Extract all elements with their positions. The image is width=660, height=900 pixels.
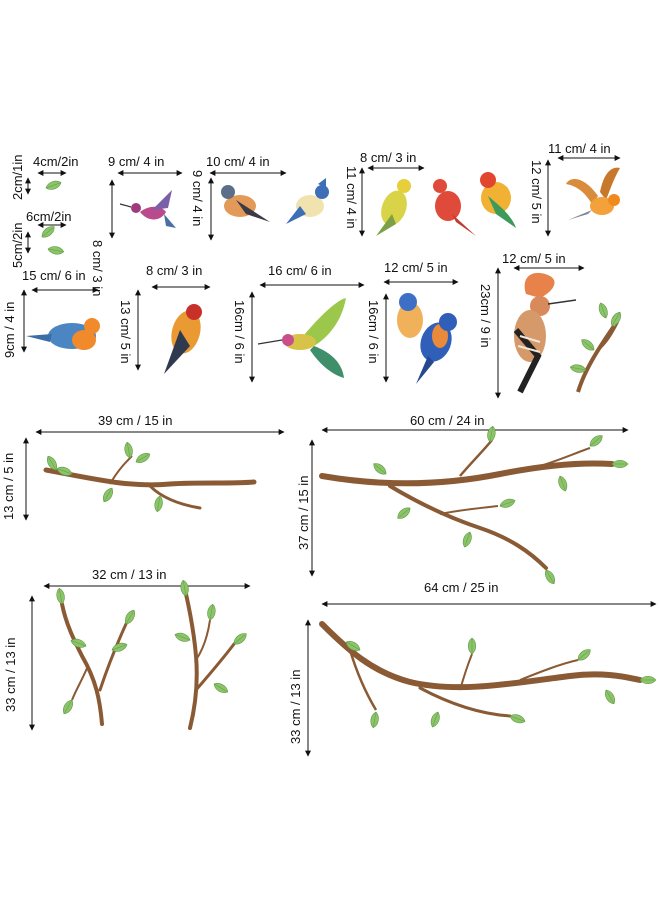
robin-width-label: 15 cm/ 6 in — [22, 268, 86, 283]
branch-3-sticker — [55, 579, 249, 730]
branch-2-height-label: 37 cm / 15 in — [296, 475, 311, 550]
branch-2-width-label: 60 cm / 24 in — [410, 413, 485, 428]
finch-pair-width-label: 10 cm/ 4 in — [206, 154, 270, 169]
branch-4-sticker — [319, 621, 657, 729]
flying-bird-height-label: 12 cm/ 5 in — [529, 160, 544, 224]
goldfinch-height-label: 13 cm/ 5 in — [118, 300, 133, 364]
hoopoe-width-label: 12 cm/ 5 in — [502, 251, 566, 266]
leaf-small-sticker — [44, 178, 63, 192]
hoopoe-height-label: 23cm / 9 in — [478, 284, 493, 348]
goldfinch-width-label: 8 cm/ 3 in — [146, 263, 203, 278]
branch-1-sticker — [43, 441, 257, 513]
leaf-pair-height-label: 5cm/2in — [10, 222, 25, 268]
leaf-small-width-label: 4cm/2in — [33, 154, 79, 169]
branch-3-width-label: 32 cm / 13 in — [92, 567, 167, 582]
robin-height-label: 9cm / 4 in — [2, 301, 17, 358]
dimension-arrows — [21, 155, 657, 757]
branch-3-height-label: 33 cm / 13 in — [3, 637, 18, 712]
robin-sticker — [26, 318, 100, 350]
hoopoe-sticker — [513, 272, 624, 394]
branch-4-height-label: 33 cm / 13 in — [288, 669, 303, 744]
bee-eater-height-label: 16cm / 6 in — [232, 300, 247, 364]
leaf-pair-sticker — [39, 223, 65, 256]
branch-1-height-label: 13 cm / 5 in — [1, 452, 16, 520]
finch-pair-height-label: 9 cm/ 4 in — [190, 170, 205, 227]
hummingbird-width-label: 9 cm/ 4 in — [108, 154, 165, 169]
bluebirds-height-label: 16cm / 6 in — [366, 300, 381, 364]
bird-trio-width-label: 8 cm/ 3 in — [360, 150, 417, 165]
bee-eater-sticker — [257, 298, 346, 378]
branch-4-width-label: 64 cm / 25 in — [424, 580, 499, 595]
flying-bird-sticker — [566, 167, 620, 220]
hummingbird-sticker — [119, 190, 176, 228]
flying-bird-width-label: 11 cm/ 4 in — [548, 141, 611, 156]
bee-eater-width-label: 16 cm/ 6 in — [268, 263, 332, 278]
bluebirds-width-label: 12 cm/ 5 in — [384, 260, 448, 275]
finch-pair-sticker — [221, 178, 329, 224]
bird-trio-height-label: 11 cm/ 4 in — [344, 166, 359, 229]
leaf-small-height-label: 2cm/1in — [10, 154, 25, 200]
leaf-pair-width-label: 6cm/2in — [26, 209, 72, 224]
hummingbird-height-label: 8 cm/ 3 in — [90, 240, 105, 297]
branch-2-sticker — [319, 425, 629, 587]
goldfinch-sticker — [164, 304, 202, 374]
bird-trio-sticker — [376, 172, 516, 236]
branch-1-width-label: 39 cm / 15 in — [98, 413, 173, 428]
bluebirds-sticker — [397, 293, 457, 384]
